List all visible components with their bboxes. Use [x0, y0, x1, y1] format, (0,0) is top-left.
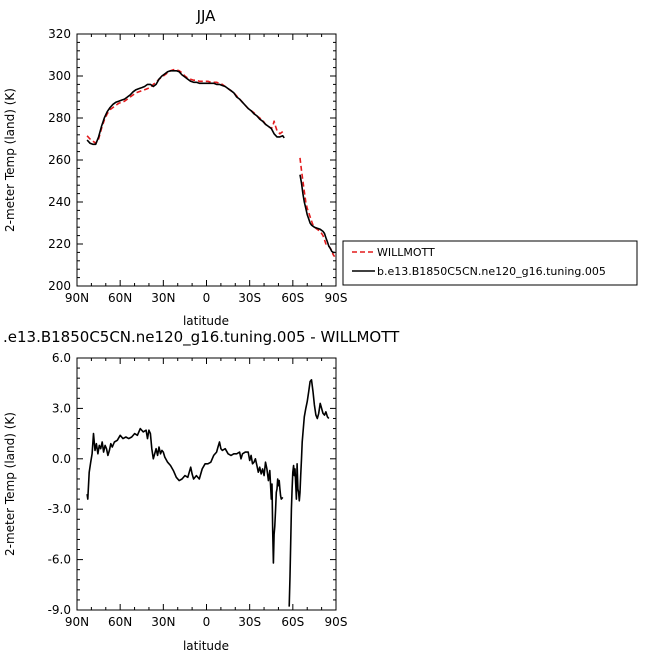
top-plot-frame — [76, 33, 337, 287]
top-chart-title: JJA — [196, 7, 217, 25]
bottom-x-tick-label: 90S — [325, 615, 348, 629]
top-panel: JJA 200 220 240 260 280 300 320 90N 60N 30N 0 30S 6… — [3, 7, 638, 328]
top-x-tick-label: 60N — [108, 291, 132, 305]
top-y-axis: 200 220 240 260 280 300 320 — [48, 27, 336, 293]
top-y-tick-label: 260 — [48, 153, 71, 167]
bottom-x-axis: 90N 60N 30N 0 30S 60S 90S — [65, 358, 348, 629]
bottom-plot-area — [86, 378, 330, 607]
bottom-x-tick-label: 90N — [65, 615, 89, 629]
bottom-series-difference-line — [288, 378, 330, 607]
top-x-axis-label: latitude — [183, 314, 229, 328]
bottom-x-tick-label: 60N — [108, 615, 132, 629]
top-y-tick-label: 240 — [48, 195, 71, 209]
bottom-y-tick-label: 6.0 — [52, 351, 71, 365]
top-x-tick-label: 90N — [65, 291, 89, 305]
top-x-tick-label: 30S — [238, 291, 261, 305]
top-x-tick-label: 90S — [325, 291, 348, 305]
bottom-y-axis-label: 2-meter Temp (land) (K) — [3, 412, 17, 556]
top-series-b-e13-b1850c5cn-ne120-g16-tuning-005-line — [299, 174, 335, 254]
top-plot-area — [86, 68, 336, 258]
bottom-x-tick-label: 60S — [281, 615, 304, 629]
top-y-tick-label: 220 — [48, 237, 71, 251]
bottom-x-tick-label: 30N — [151, 615, 175, 629]
top-y-tick-label: 280 — [48, 111, 71, 125]
bottom-y-tick-label: 3.0 — [52, 401, 71, 415]
top-y-tick-label: 200 — [48, 279, 71, 293]
bottom-x-tick-label: 0 — [203, 615, 211, 629]
top-series-b-e13-b1850c5cn-ne120-g16-tuning-005-line — [86, 70, 285, 146]
top-x-tick-label: 0 — [203, 291, 211, 305]
top-y-tick-label: 300 — [48, 69, 71, 83]
legend-box — [342, 240, 638, 286]
top-legend: WILLMOTT b.e13.B1850C5CN.ne120_g16.tunin… — [342, 240, 638, 286]
bottom-y-tick-label: -9.0 — [48, 603, 71, 617]
bottom-series-difference-line — [86, 427, 284, 564]
bottom-x-tick-label: 30S — [238, 615, 261, 629]
bottom-y-axis: -9.0 -6.0 -3.0 0.0 3.0 6.0 — [48, 351, 336, 617]
legend-model-label: b.e13.B1850C5CN.ne120_g16.tuning.005 — [377, 265, 606, 278]
top-x-tick-label: 60S — [281, 291, 304, 305]
bottom-y-tick-label: -6.0 — [48, 553, 71, 567]
bottom-y-tick-label: -3.0 — [48, 502, 71, 516]
top-y-tick-label: 320 — [48, 27, 71, 41]
bottom-panel: .e13.B1850C5CN.ne120_g16.tuning.005 - WI… — [3, 328, 400, 653]
bottom-y-tick-label: 0.0 — [52, 452, 71, 466]
bottom-x-axis-label: latitude — [183, 639, 229, 653]
top-y-axis-label: 2-meter Temp (land) (K) — [3, 88, 17, 232]
top-x-tick-label: 30N — [151, 291, 175, 305]
bottom-chart-title: .e13.B1850C5CN.ne120_g16.tuning.005 - WI… — [3, 328, 400, 347]
legend-willmott-label: WILLMOTT — [377, 246, 435, 259]
top-x-axis: 90N 60N 30N 0 30S 60S 90S — [65, 34, 348, 305]
top-series-willmott-line — [86, 68, 285, 144]
